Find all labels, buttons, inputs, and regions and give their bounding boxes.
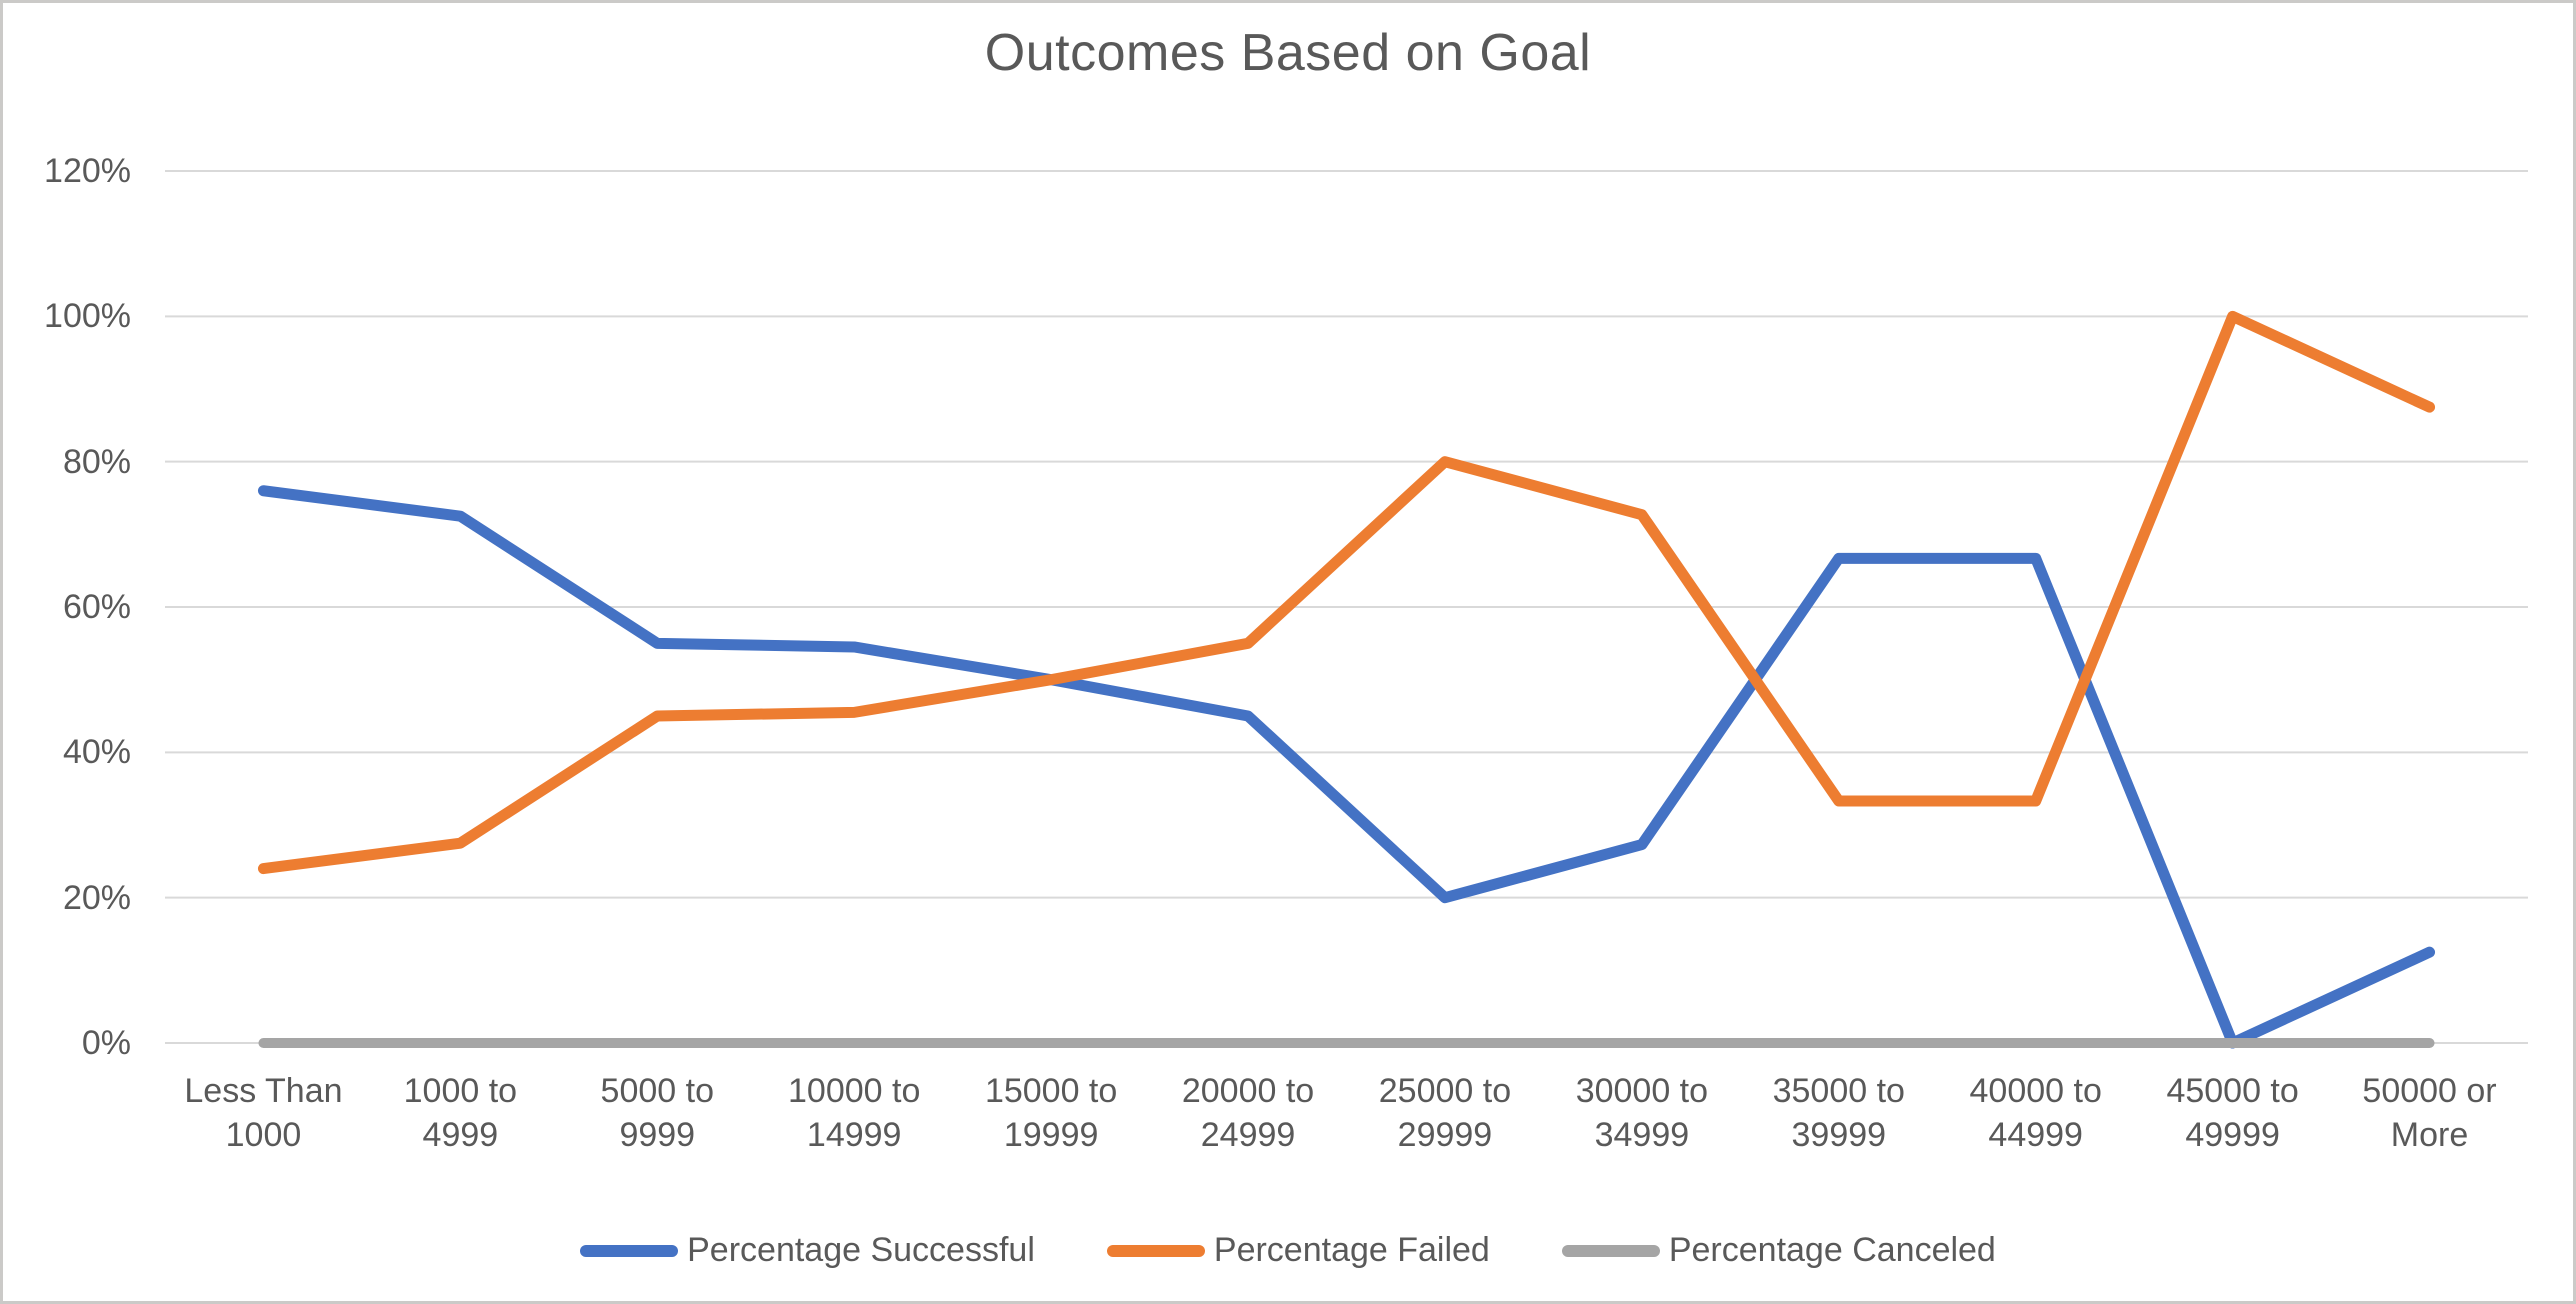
legend-item-percentage-failed: Percentage Failed (1106, 1231, 1490, 1270)
x-category-label-line: 4999 (422, 1116, 499, 1154)
x-category-label-line: 14999 (806, 1116, 902, 1154)
x-category-label: 25000 to 29999 (1325, 1069, 1565, 1157)
y-tick-label-20pct: 20% (62, 878, 131, 917)
series-line-percentage-failed (257, 310, 2436, 875)
x-category-label: 45000 to 49999 (2113, 1069, 2353, 1157)
x-category-label-line: 25000 to (1378, 1072, 1512, 1110)
x-category-label-line: 19999 (1003, 1116, 1099, 1154)
x-category-label-line: 1000 (225, 1116, 302, 1154)
y-tick-label-60pct: 60% (62, 588, 131, 626)
x-category-label-line: 39999 (1791, 1116, 1887, 1154)
x-category-label-line: Less Than (184, 1072, 343, 1110)
x-category-label: 5000 to 9999 (537, 1069, 777, 1157)
x-category-label: 20000 to 24999 (1128, 1069, 1368, 1157)
legend-item-percentage-successful: Percentage Successful (580, 1231, 1035, 1270)
series-line-percentage-successful (257, 485, 2436, 1049)
chart-title: Outcomes Based on Goal (984, 24, 1592, 82)
legend-line-marker-icon (580, 1244, 679, 1257)
x-category-label-line: 9999 (619, 1116, 696, 1154)
x-category-label: 40000 to 44999 (1916, 1069, 2156, 1157)
x-category-label-line: 10000 to (788, 1072, 921, 1110)
x-category-label: 35000 to 39999 (1719, 1069, 1959, 1157)
x-category-label-line: 15000 to (984, 1072, 1118, 1110)
x-category-label: Less Than 1000 (143, 1069, 383, 1157)
x-category-label-line: 29999 (1397, 1116, 1493, 1154)
x-category-label: 30000 to 34999 (1522, 1069, 1762, 1157)
x-category-label: 10000 to 14999 (734, 1069, 974, 1157)
chart-legend: Percentage Successful Percentage Failed Pe… (3, 1231, 2573, 1270)
x-category-label-line: More (2390, 1116, 2469, 1154)
x-category-label: 15000 to 19999 (931, 1069, 1171, 1157)
x-category-label: 1000 to 4999 (340, 1069, 580, 1157)
legend-label: Percentage Successful (687, 1231, 1035, 1269)
x-category-label-line: 30000 to (1575, 1072, 1709, 1110)
legend-label: Percentage Canceled (1668, 1231, 1996, 1269)
legend-item-percentage-canceled: Percentage Canceled (1561, 1231, 1996, 1270)
x-category-label-line: 50000 or (2362, 1072, 2497, 1110)
line-chart-plot-area (165, 170, 2528, 1049)
x-category-label-line: 40000 to (1969, 1072, 2102, 1110)
x-category-label-line: 20000 to (1181, 1072, 1315, 1110)
y-tick-label-120pct: 120% (44, 152, 131, 190)
x-category-label-line: 44999 (1988, 1116, 2083, 1154)
legend-line-marker-icon (1561, 1244, 1660, 1257)
x-category-label-line: 49999 (2185, 1116, 2280, 1154)
y-tick-label-100pct: 100% (44, 297, 131, 336)
x-category-label-line: 34999 (1594, 1116, 1690, 1154)
x-category-label: 50000 or More (2310, 1069, 2550, 1157)
x-category-label-line: 35000 to (1772, 1072, 1905, 1110)
x-category-label-line: 1000 to (403, 1072, 518, 1110)
y-tick-label-0pct: 0% (81, 1024, 131, 1062)
x-category-label-line: 24999 (1200, 1116, 1296, 1154)
y-tick-label-40pct: 40% (62, 733, 131, 772)
x-category-label-line: 45000 to (2166, 1072, 2299, 1110)
legend-label: Percentage Failed (1213, 1231, 1490, 1269)
y-tick-label-80pct: 80% (62, 442, 131, 481)
x-category-label-line: 5000 to (600, 1072, 714, 1110)
legend-line-marker-icon (1106, 1244, 1205, 1257)
